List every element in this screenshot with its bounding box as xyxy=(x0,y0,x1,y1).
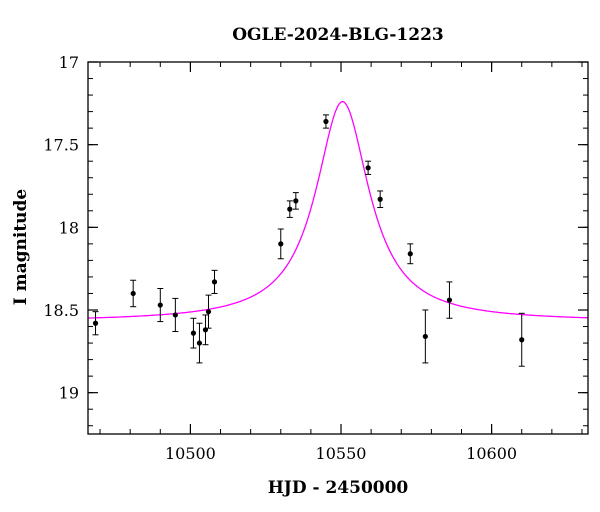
data-point xyxy=(190,317,197,349)
point-marker xyxy=(377,196,383,202)
y-tick-label: 17 xyxy=(59,53,79,72)
x-tick-label: 10600 xyxy=(466,444,517,463)
model-curve xyxy=(88,101,589,319)
y-axis-label: I magnitude xyxy=(11,189,31,306)
point-marker xyxy=(172,312,178,318)
data-point xyxy=(286,200,293,218)
data-point xyxy=(202,314,209,346)
point-marker xyxy=(92,320,99,326)
x-tick-label: 10550 xyxy=(316,444,367,463)
data-points xyxy=(92,114,525,367)
data-point xyxy=(172,297,179,332)
point-marker xyxy=(407,251,413,257)
y-tick-label: 19 xyxy=(59,384,79,403)
data-point xyxy=(211,269,218,294)
data-point xyxy=(377,190,384,208)
y-tick-label: 18 xyxy=(59,218,79,237)
plot-frame xyxy=(87,61,589,435)
data-point xyxy=(130,279,137,308)
tick-labels: 10500 10550 10600 17 17.5 18 18.5 19 xyxy=(43,53,517,463)
data-point xyxy=(292,192,299,210)
data-point xyxy=(322,114,329,129)
data-point xyxy=(157,288,164,323)
chart-title: OGLE-2024-BLG-1223 xyxy=(232,25,444,45)
minor-ticks xyxy=(88,61,588,434)
data-point xyxy=(92,311,99,336)
point-marker xyxy=(278,241,284,247)
point-marker xyxy=(446,297,453,303)
data-point xyxy=(365,160,372,175)
data-point xyxy=(518,312,525,367)
point-marker xyxy=(190,330,197,336)
major-ticks xyxy=(88,61,588,434)
y-tick-label: 18.5 xyxy=(43,301,79,320)
point-marker xyxy=(323,118,329,125)
point-marker xyxy=(157,302,163,308)
x-tick-label: 10500 xyxy=(165,444,216,463)
point-marker xyxy=(211,279,218,285)
point-marker xyxy=(293,198,299,204)
data-point xyxy=(205,294,212,329)
point-marker xyxy=(365,165,371,171)
data-point xyxy=(407,243,414,265)
data-point xyxy=(446,281,453,319)
point-marker xyxy=(196,340,203,346)
data-point xyxy=(196,322,203,364)
point-marker xyxy=(205,309,212,315)
data-point xyxy=(277,228,284,260)
x-axis-label: HJD - 2450000 xyxy=(268,478,409,498)
point-marker xyxy=(519,337,525,343)
point-marker xyxy=(287,206,293,212)
data-point xyxy=(422,309,429,364)
point-marker xyxy=(422,333,428,340)
point-marker xyxy=(130,290,136,297)
y-tick-label: 17.5 xyxy=(43,136,79,155)
